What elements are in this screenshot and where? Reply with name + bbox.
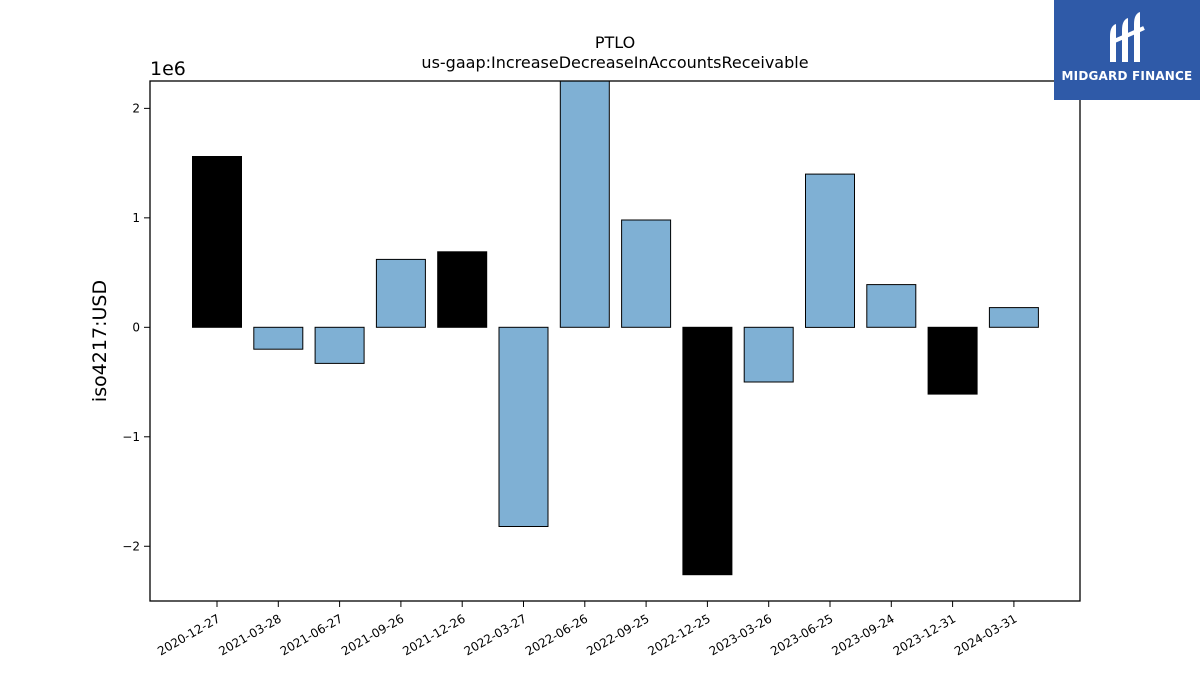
x-tick-label: 2021-09-26 [339, 611, 406, 658]
x-tick-label: 2023-09-24 [829, 611, 896, 658]
x-tick-label: 2022-12-25 [645, 611, 712, 658]
plot-frame [149, 80, 1081, 602]
x-tick-label: 2021-03-28 [216, 611, 283, 658]
bar-2020-12-27 [192, 156, 242, 328]
y-tick-label: 1 [132, 211, 140, 225]
bar-2023-06-25 [805, 173, 855, 328]
x-tick-label: 2023-03-26 [707, 611, 774, 658]
x-tick-label: 2020-12-27 [155, 611, 222, 658]
x-tick-label: 2023-12-31 [891, 611, 958, 658]
bar-2023-12-31 [927, 326, 978, 395]
midgard-finance-logo: MIDGARD FINANCE [1054, 0, 1200, 100]
bar-2021-12-26 [437, 251, 488, 328]
bar-2023-09-24 [866, 284, 917, 328]
y-tick-label: −2 [122, 539, 140, 553]
bar-2022-09-25 [621, 219, 672, 328]
x-tick-label: 2021-12-26 [400, 611, 467, 658]
x-tick-label: 2022-06-26 [523, 611, 590, 658]
y-tick-label: −1 [122, 430, 140, 444]
bar-2023-03-26 [743, 326, 794, 383]
x-tick-label: 2021-06-27 [278, 611, 345, 658]
x-tick-label: 2024-03-31 [952, 611, 1019, 658]
y-tick-label: 2 [132, 101, 140, 115]
x-tick-label: 2022-09-25 [584, 611, 651, 658]
chart-subtitle: us-gaap:IncreaseDecreaseInAccountsReceiv… [421, 53, 808, 72]
bar-2022-03-27 [498, 326, 549, 527]
logo-text: MIDGARD FINANCE [1061, 69, 1193, 83]
x-tick-label: 2023-06-25 [768, 611, 835, 658]
bar-2021-03-28 [253, 326, 304, 350]
y-axis-label: iso4217:USD [89, 280, 111, 402]
bar-2022-12-25 [682, 326, 733, 576]
y-scale-label: 1e6 [150, 58, 186, 80]
bar-2024-03-31 [988, 307, 1039, 328]
bar-2022-06-26 [559, 80, 610, 328]
chart-title: PTLO [595, 33, 635, 52]
y-tick-label: 0 [132, 320, 140, 334]
bar-2021-06-27 [314, 326, 365, 364]
midgard-logo-icon [1110, 12, 1145, 62]
bar-2021-09-26 [375, 258, 426, 328]
x-tick-label: 2022-03-27 [462, 611, 529, 658]
